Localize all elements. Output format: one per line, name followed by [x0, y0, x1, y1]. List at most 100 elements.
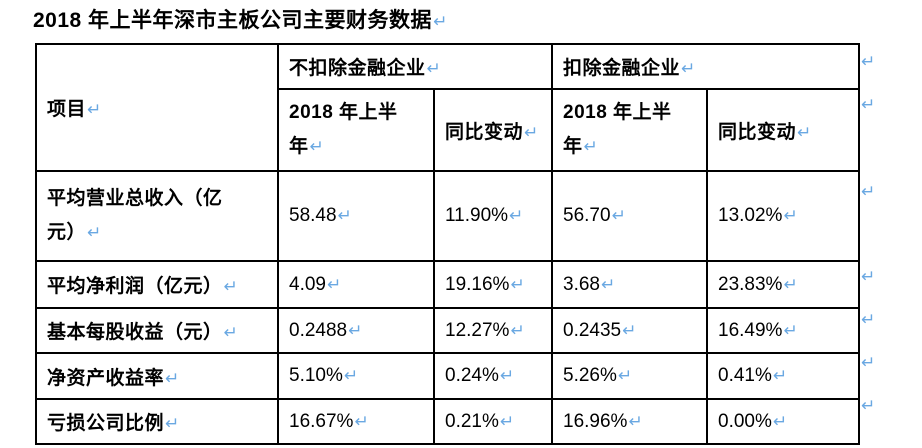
end-of-row-mark-icon: ↵ [861, 353, 876, 372]
return-mark-icon: ↵ [772, 366, 788, 385]
corner-header-cell: 项目↵ [35, 43, 279, 172]
return-mark-icon: ↵ [617, 366, 633, 385]
value-cell: 5.10%↵ [277, 352, 435, 400]
value-cell: 19.16%↵ [432, 260, 554, 309]
value-cell: 0.41%↵ [706, 352, 861, 400]
table-row: 平均营业总收入（亿元）↵ 58.48↵ 11.90%↵ 56.70↵ 13.02… [35, 170, 861, 262]
financial-data-table: 项目↵ 不扣除金融企业↵ 扣除金融企业↵ 2018 年上半年↵ 同比变动↵ 20… [35, 43, 861, 445]
end-of-row-mark-icon: ↵ [861, 52, 876, 71]
return-mark-icon: ↵ [426, 59, 441, 78]
group-header-cell-incl-financial: 不扣除金融企业↵ [276, 43, 554, 90]
row-label-cell: 平均营业总收入（亿元）↵ [35, 170, 279, 262]
value-cell: 0.00%↵ [706, 398, 861, 445]
cell-value: 12.27% [445, 319, 510, 341]
row-label-cell: 平均净利润（亿元）↵ [35, 260, 279, 309]
value-cell: 16.67%↵ [277, 398, 435, 445]
value-cell: 0.21%↵ [432, 398, 554, 445]
return-mark-icon: ↵ [223, 323, 238, 342]
title-text: 2018 年上半年深市主板公司主要财务数据 [33, 9, 433, 32]
return-mark-icon: ↵ [337, 206, 352, 225]
subheader-cell-yoy-1: 同比变动↵ [432, 88, 554, 172]
return-mark-icon: ↵ [601, 274, 616, 294]
cell-value: 58.48 [289, 205, 337, 226]
value-cell: 0.24%↵ [432, 352, 554, 400]
return-mark-icon: ↵ [499, 411, 515, 431]
return-mark-icon: ↵ [343, 366, 359, 385]
cell-value: 0.41% [718, 365, 772, 386]
cell-value: 0.2435 [563, 319, 622, 341]
table-row-group-header: 项目↵ 不扣除金融企业↵ 扣除金融企业↵ [35, 43, 861, 172]
table-row: 亏损公司比例↵ 16.67%↵ 0.21%↵ 16.96%↵ 0.00%↵ [35, 398, 861, 445]
end-of-row-mark-icon: ↵ [861, 267, 876, 286]
return-mark-icon: ↵ [509, 206, 524, 225]
value-cell: 11.90%↵ [432, 170, 554, 262]
row-label-cell: 亏损公司比例↵ [35, 398, 279, 445]
return-mark-icon: ↵ [681, 59, 696, 78]
return-mark-icon: ↵ [433, 12, 448, 31]
subheader-label: 2018 年上半年 [289, 102, 398, 157]
value-cell: 3.68↵ [551, 260, 709, 309]
corner-header-label: 项目 [47, 99, 87, 120]
page-title: 2018 年上半年深市主板公司主要财务数据↵ [33, 4, 447, 34]
return-mark-icon: ↵ [510, 320, 525, 340]
return-mark-icon: ↵ [499, 366, 515, 385]
return-mark-icon: ↵ [524, 122, 539, 142]
table-row: 净资产收益率↵ 5.10%↵ 0.24%↵ 5.26%↵ 0.41%↵ [35, 352, 861, 400]
cell-value: 0.21% [445, 410, 499, 432]
return-mark-icon: ↵ [772, 411, 788, 431]
cell-value: 16.96% [563, 410, 628, 432]
end-of-row-mark-icon: ↵ [861, 182, 876, 201]
value-cell: 0.2488↵ [277, 307, 435, 354]
return-mark-icon: ↵ [165, 414, 180, 433]
row-label: 平均净利润（亿元） [47, 276, 223, 297]
cell-value: 19.16% [445, 273, 510, 295]
end-of-row-mark-icon: ↵ [861, 396, 876, 415]
table-row: 平均净利润（亿元）↵ 4.09↵ 19.16%↵ 3.68↵ 23.83%↵ [35, 260, 861, 309]
group-header-cell-excl-financial: 扣除金融企业↵ [551, 43, 861, 90]
row-label: 净资产收益率 [47, 367, 165, 389]
value-cell: 13.02%↵ [706, 170, 861, 262]
cell-value: 56.70 [563, 205, 611, 226]
return-mark-icon: ↵ [622, 320, 637, 340]
cell-value: 5.26% [563, 365, 617, 386]
value-cell: 58.48↵ [277, 170, 435, 262]
row-label: 亏损公司比例 [47, 413, 165, 434]
subheader-label: 同比变动 [718, 121, 797, 143]
return-mark-icon: ↵ [87, 100, 102, 119]
subheader-label: 2018 年上半年 [563, 102, 672, 157]
cell-value: 16.67% [289, 410, 354, 432]
value-cell: 16.49%↵ [706, 307, 861, 354]
return-mark-icon: ↵ [165, 368, 180, 388]
value-cell: 12.27%↵ [432, 307, 554, 354]
value-cell: 4.09↵ [277, 260, 435, 309]
row-label-cell: 基本每股收益（元）↵ [35, 307, 279, 354]
return-mark-icon: ↵ [348, 320, 363, 340]
value-cell: 16.96%↵ [551, 398, 709, 445]
subheader-label: 同比变动 [445, 121, 524, 143]
return-mark-icon: ↵ [326, 274, 342, 294]
group-header-label: 扣除金融企业 [563, 58, 681, 79]
table-row-sub-header: 2018 年上半年↵ 同比变动↵ 2018 年上半年↵ 同比变动↵ [36, 88, 861, 172]
row-label-cell: 净资产收益率↵ [35, 352, 279, 400]
return-mark-icon: ↵ [309, 137, 324, 156]
table-row: 基本每股收益（元）↵ 0.2488↵ 12.27%↵ 0.2435↵ 16.49… [35, 307, 861, 354]
value-cell: 56.70↵ [551, 170, 709, 262]
return-mark-icon: ↵ [797, 122, 812, 142]
value-cell: 23.83%↵ [706, 260, 861, 309]
subheader-cell-period-2: 2018 年上半年↵ [551, 88, 709, 172]
return-mark-icon: ↵ [783, 206, 798, 225]
return-mark-icon: ↵ [87, 223, 102, 242]
cell-value: 4.09 [289, 273, 326, 295]
cell-value: 13.02% [718, 205, 783, 226]
return-mark-icon: ↵ [583, 137, 598, 156]
value-cell: 5.26%↵ [551, 352, 709, 400]
value-cell: 0.2435↵ [551, 307, 709, 354]
group-header-label: 不扣除金融企业 [289, 58, 426, 79]
cell-value: 0.2488 [289, 319, 348, 341]
row-label: 平均营业总收入（亿元） [47, 188, 223, 243]
subheader-cell-yoy-2: 同比变动↵ [706, 88, 861, 172]
cell-value: 0.24% [445, 365, 499, 386]
return-mark-icon: ↵ [783, 274, 798, 294]
return-mark-icon: ↵ [783, 320, 798, 340]
